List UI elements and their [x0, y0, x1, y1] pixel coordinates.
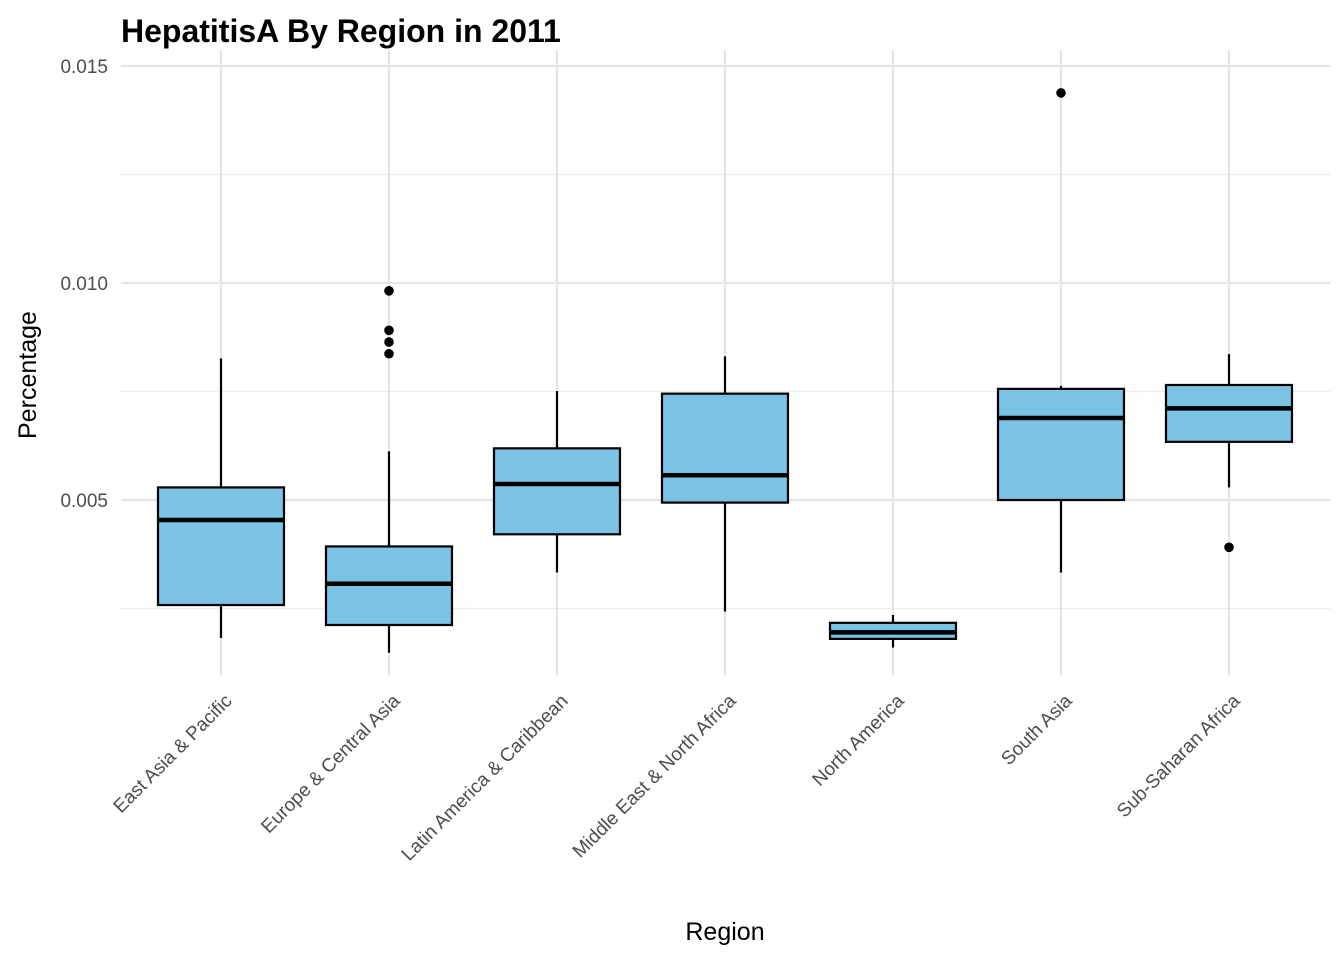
outlier-point — [384, 325, 394, 336]
x-axis-title: Region — [685, 918, 764, 946]
box-group — [828, 615, 958, 648]
outlier-point — [384, 348, 394, 359]
box — [1164, 383, 1294, 443]
outlier-point — [1056, 88, 1066, 98]
outlier-point — [1224, 542, 1234, 553]
x-tick-label: Middle East & North Africa — [569, 690, 741, 862]
box-group — [156, 358, 286, 639]
x-tick-label: East Asia & Pacific — [110, 691, 237, 818]
x-tick-label: Sub-Saharan Africa — [1113, 690, 1245, 822]
box-group — [660, 356, 790, 612]
outlier-point — [384, 286, 394, 296]
x-tick-label: North America — [809, 690, 909, 790]
box-group — [492, 391, 622, 573]
y-tick-label: 0.005 — [60, 491, 108, 512]
box — [996, 387, 1126, 502]
x-tick-label: Europe & Central Asia — [257, 690, 404, 837]
box — [156, 486, 286, 607]
box — [492, 447, 622, 536]
boxes — [156, 88, 1294, 653]
x-tick-label: Latin America & Caribbean — [398, 691, 573, 866]
box-group — [324, 286, 454, 653]
x-axis-ticks: East Asia & Pacific Europe & Central Asia… — [110, 690, 1245, 865]
chart-title: HepatitisA By Region in 2011 — [121, 13, 561, 49]
y-axis-title: Percentage — [14, 311, 42, 439]
box-group — [996, 88, 1126, 573]
outlier-point — [384, 337, 394, 347]
y-tick-label: 0.010 — [60, 274, 108, 295]
box-group — [1164, 354, 1294, 553]
y-axis-ticks: 0.005 0.010 0.015 — [60, 57, 108, 512]
box — [660, 392, 790, 504]
x-tick-label: South Asia — [997, 690, 1076, 769]
y-tick-label: 0.015 — [60, 57, 108, 78]
